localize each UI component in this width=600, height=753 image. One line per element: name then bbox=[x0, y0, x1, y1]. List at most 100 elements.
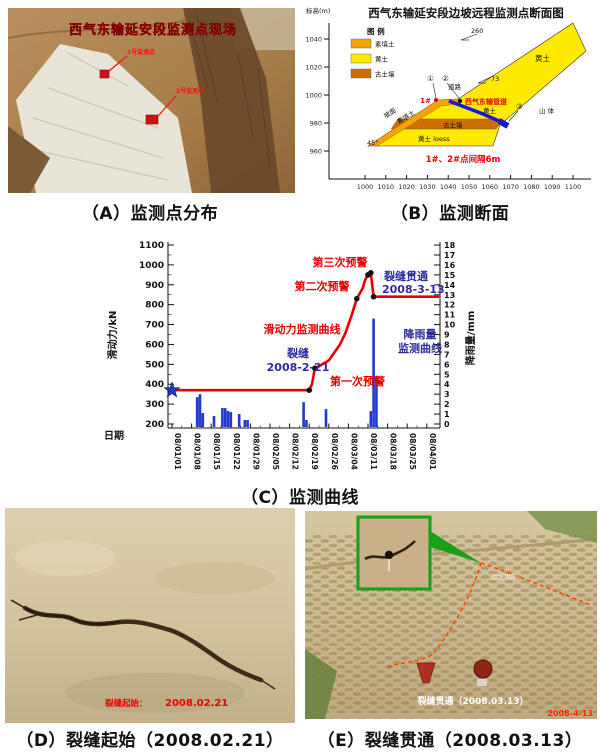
instrument-base bbox=[477, 679, 487, 686]
crack-trace-right bbox=[480, 562, 592, 606]
svg-text:1030: 1030 bbox=[419, 183, 436, 191]
crack-trace-down bbox=[384, 562, 482, 669]
inset-crack-hole bbox=[384, 550, 394, 560]
rain-curve-annotation-2: 监测曲线 bbox=[398, 341, 442, 355]
svg-text:08/02/19: 08/02/19 bbox=[310, 433, 319, 470]
svg-text:1080: 1080 bbox=[523, 183, 540, 191]
svg-text:13: 13 bbox=[444, 291, 455, 300]
svg-text:200: 200 bbox=[145, 420, 164, 430]
warning-3-annotation: 第三次预警 bbox=[313, 255, 368, 269]
svg-text:8: 8 bbox=[444, 340, 450, 349]
svg-text:960: 960 bbox=[310, 148, 322, 156]
crack-through-annotation-1: 裂缝贯通 bbox=[383, 269, 428, 283]
svg-text:700: 700 bbox=[145, 321, 164, 331]
leader-line-2 bbox=[157, 95, 177, 117]
svg-text:08/01/22: 08/01/22 bbox=[232, 433, 241, 470]
svg-text:600: 600 bbox=[145, 340, 164, 350]
gully-shadow bbox=[183, 8, 280, 193]
legend-label-paleosol: 古土壤 bbox=[375, 70, 395, 79]
svg-text:08/03/25: 08/03/25 bbox=[408, 433, 417, 470]
svg-text:08/02/12: 08/02/12 bbox=[291, 433, 300, 470]
svg-text:4: 4 bbox=[444, 380, 450, 389]
inset-arrow bbox=[430, 531, 481, 563]
circled-1: ① bbox=[427, 74, 434, 83]
svg-text:08/03/11: 08/03/11 bbox=[369, 433, 378, 470]
event-dots bbox=[306, 270, 377, 393]
crack-annotation-1: 裂缝 bbox=[286, 346, 309, 360]
crack-through-annotation-2: 2008-3-13 bbox=[382, 283, 445, 296]
monitor-device-2 bbox=[145, 114, 159, 125]
paleosol-label: 古土壤 bbox=[443, 121, 463, 130]
svg-text:400: 400 bbox=[145, 380, 164, 390]
angle-73-label: 73 bbox=[491, 75, 499, 83]
svg-text:1050: 1050 bbox=[461, 183, 478, 191]
caption-a: （A）监测点分布 bbox=[81, 204, 219, 224]
crack-inset bbox=[356, 515, 432, 591]
svg-text:08/02/26: 08/02/26 bbox=[330, 433, 339, 470]
legend-label-fill-soil: 素填土 bbox=[375, 40, 395, 49]
monitor-point-1-dot bbox=[434, 98, 438, 102]
circled-2: ② bbox=[442, 74, 449, 83]
panel-b-section: 西气东输延安段边坡远程监测点断面图 标高(m) 1040 1020 1000 980 9… bbox=[303, 3, 597, 195]
monitor-device-1 bbox=[99, 69, 110, 79]
panel-d-photo: 裂缝起始： 2008.02.21 bbox=[5, 508, 295, 723]
warning-2-annotation: 第二次预警 bbox=[295, 279, 350, 293]
distance-ticks: 1000 1010 1020 1030 1040 1050 1060 1070 1080 1090… bbox=[357, 175, 582, 191]
svg-text:08/01/29: 08/01/29 bbox=[251, 433, 260, 470]
rain-curve-annotation-1: 降雨量 bbox=[404, 327, 437, 341]
svg-text:1000: 1000 bbox=[139, 261, 164, 271]
svg-text:3: 3 bbox=[444, 390, 450, 399]
svg-text:1060: 1060 bbox=[482, 183, 499, 191]
legend-title: 图 例 bbox=[367, 26, 385, 36]
point-1-label: 1# bbox=[420, 97, 431, 105]
svg-text:08/01/15: 08/01/15 bbox=[212, 433, 221, 470]
loess-upper-label: 黄土 bbox=[535, 53, 550, 63]
leader-3 bbox=[508, 110, 519, 122]
svg-text:10: 10 bbox=[444, 321, 456, 330]
x-axis-label: 日期 bbox=[104, 429, 124, 442]
crack-core bbox=[24, 607, 121, 625]
svg-text:08/03/18: 08/03/18 bbox=[389, 433, 398, 470]
crack-branches bbox=[10, 599, 276, 690]
svg-text:16: 16 bbox=[444, 261, 456, 270]
pipeline-label: 西气东输管道 bbox=[465, 97, 507, 106]
mountain-label: 山 体 bbox=[539, 106, 555, 115]
x-axis-ticks: 08/01/01 08/01/08 08/01/15 08/01/22 08/01/29… bbox=[171, 423, 437, 470]
svg-text:08/01/01: 08/01/01 bbox=[173, 433, 182, 470]
photo-timestamp: 2008-4-13 bbox=[547, 709, 593, 718]
legend-label-loess: 黄土 bbox=[375, 55, 389, 64]
legend-swatch-fill-soil bbox=[350, 38, 372, 49]
svg-text:7: 7 bbox=[444, 350, 450, 359]
svg-text:900: 900 bbox=[145, 281, 164, 291]
caption-e: （E）裂缝贯通（2008.03.13） bbox=[317, 731, 583, 751]
slope-top-label: 边坡顶部 bbox=[491, 572, 518, 581]
vegetation-bottom bbox=[305, 649, 337, 719]
angle-73-mark bbox=[477, 76, 492, 84]
geotextile-folds bbox=[25, 52, 169, 181]
slope-260-mark bbox=[460, 33, 478, 41]
crest-line bbox=[8, 19, 189, 39]
svg-text:1090: 1090 bbox=[544, 183, 561, 191]
pipeline-line-end bbox=[497, 118, 510, 129]
left-axis-label: 滑动力/kN bbox=[106, 311, 119, 360]
svg-text:1100: 1100 bbox=[565, 183, 582, 191]
force-curve-annotation: 滑动力监测曲线 bbox=[264, 322, 341, 336]
caption-d: （D）裂缝起始（2008.02.21） bbox=[16, 731, 284, 751]
foreground-soil bbox=[8, 126, 50, 193]
rainfall-bars bbox=[195, 318, 378, 427]
svg-text:14: 14 bbox=[444, 281, 456, 290]
svg-text:1020: 1020 bbox=[305, 64, 322, 72]
elevation-ticks: 1040 1020 1000 980 960 bbox=[305, 36, 329, 156]
right-axis-label: 降雨量/mm bbox=[464, 311, 477, 366]
photo-title: 西气东输延安段监测点现场 bbox=[69, 22, 237, 38]
section-background bbox=[303, 3, 597, 195]
crack-annotation-2: 2008-2-21 bbox=[267, 361, 330, 374]
crack-through-overlay: 裂缝贯通（2008.03.13） bbox=[417, 695, 529, 707]
svg-text:300: 300 bbox=[145, 400, 164, 410]
svg-text:1: 1 bbox=[444, 410, 450, 419]
caption-c: （C）监测曲线 bbox=[241, 488, 359, 508]
loess-mid-label: 黄土 bbox=[483, 106, 497, 115]
monitor-instrument-1 bbox=[416, 662, 436, 684]
